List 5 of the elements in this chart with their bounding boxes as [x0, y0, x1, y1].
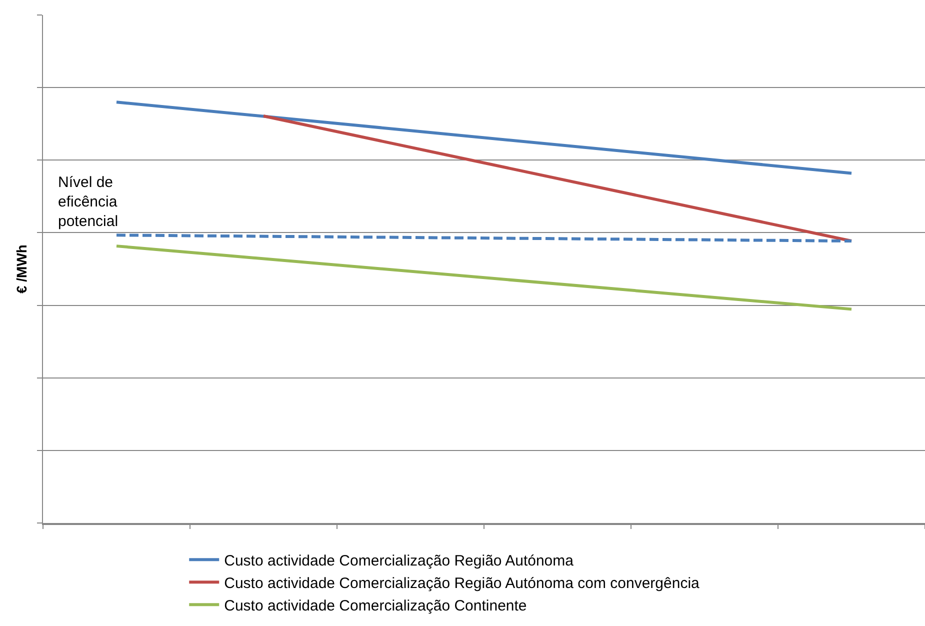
y-axis-title: € /MWh	[14, 244, 30, 294]
legend-label: Custo actividade Comercialização Continente	[224, 597, 527, 614]
legend-label: Custo actividade Comercialização Região Autónoma com convergência	[224, 574, 700, 592]
legend-label: Custo actividade Comercialização Região Autónoma	[224, 552, 574, 570]
annotation: Nível de eficência potencial	[58, 174, 118, 230]
